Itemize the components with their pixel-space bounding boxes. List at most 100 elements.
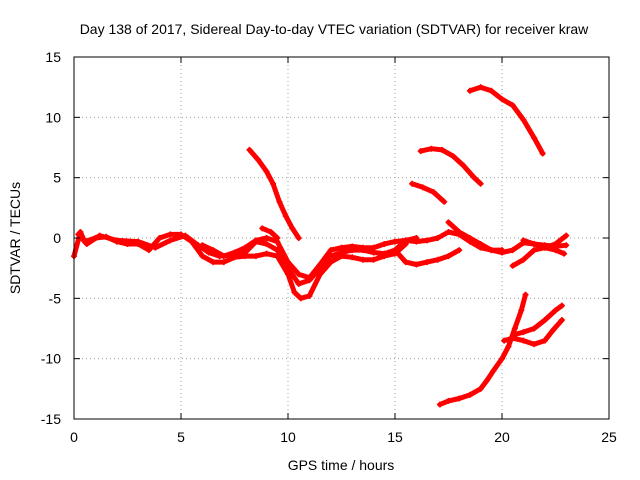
data-point — [338, 244, 345, 251]
data-point — [477, 385, 484, 392]
x-axis-title: GPS time / hours — [288, 457, 395, 473]
data-point — [295, 271, 302, 278]
data-point — [509, 335, 516, 342]
data-point — [439, 146, 446, 153]
data-point — [552, 241, 559, 248]
data-point — [295, 280, 302, 287]
series-arc-tail-3 — [520, 237, 568, 257]
data-point — [276, 198, 283, 205]
data-point — [471, 174, 478, 181]
data-point — [306, 274, 313, 281]
data-point — [552, 247, 559, 254]
data-point — [381, 250, 388, 257]
x-tick-label: 10 — [280, 429, 296, 445]
data-point — [263, 250, 270, 257]
data-point — [563, 232, 570, 239]
data-point — [441, 198, 448, 205]
data-point — [295, 235, 302, 241]
data-point — [477, 84, 484, 91]
data-point — [499, 96, 505, 103]
data-point — [424, 237, 431, 244]
data-point — [456, 395, 463, 402]
data-point — [509, 102, 516, 109]
series-layer — [71, 84, 570, 408]
series-line — [247, 147, 302, 241]
data-point — [135, 238, 142, 245]
data-point — [501, 337, 508, 344]
data-point — [520, 329, 527, 336]
data-point — [456, 247, 463, 254]
data-point — [531, 134, 538, 141]
data-point — [220, 253, 227, 260]
data-point — [518, 307, 525, 314]
data-point — [349, 243, 356, 250]
data-point — [255, 156, 262, 163]
data-point — [531, 247, 538, 254]
data-point — [424, 259, 431, 266]
data-point — [274, 235, 281, 241]
data-point — [370, 244, 377, 251]
data-point — [392, 247, 398, 254]
y-tick-label: 0 — [53, 230, 61, 246]
data-point — [550, 326, 557, 333]
series-arc-upper-1 — [409, 180, 448, 205]
data-point — [466, 235, 473, 241]
y-tick-label: 10 — [45, 109, 61, 125]
data-point — [259, 225, 266, 232]
data-point — [445, 397, 452, 404]
data-point — [522, 291, 529, 298]
series-arc-lower-2 — [436, 291, 529, 408]
y-tick-label: -15 — [41, 411, 61, 427]
data-point — [285, 259, 291, 266]
data-point — [392, 238, 398, 245]
data-point — [488, 87, 495, 94]
data-point — [113, 237, 120, 244]
series-line — [510, 233, 569, 269]
series-arc-lower-3 — [501, 317, 565, 348]
data-point — [531, 241, 538, 248]
data-point — [156, 235, 163, 241]
data-point — [541, 244, 548, 251]
data-point — [419, 184, 426, 191]
x-tick-label: 25 — [601, 429, 617, 445]
data-point — [152, 244, 159, 251]
data-point — [242, 244, 249, 251]
data-point — [246, 146, 253, 153]
data-point — [436, 401, 443, 408]
y-tick-label: 15 — [45, 49, 61, 65]
data-point — [267, 228, 274, 235]
data-point — [531, 341, 538, 348]
series-arc-upper-2 — [417, 145, 484, 187]
data-point — [199, 253, 206, 260]
data-point — [210, 247, 217, 254]
data-point — [317, 261, 324, 268]
data-point — [505, 343, 512, 350]
data-point — [430, 189, 437, 196]
data-point — [499, 355, 505, 362]
data-point — [445, 253, 452, 260]
data-point — [409, 180, 416, 187]
data-point — [327, 247, 334, 254]
data-point — [477, 180, 484, 187]
data-point — [428, 145, 435, 152]
data-point — [199, 242, 206, 249]
data-point — [434, 235, 441, 241]
y-tick-label: -5 — [49, 290, 62, 306]
x-tick-label: 5 — [177, 429, 185, 445]
data-point — [220, 259, 227, 266]
data-point — [520, 116, 527, 123]
data-point — [520, 237, 527, 244]
series-arc-upper-3 — [466, 84, 546, 157]
data-point — [252, 237, 259, 244]
data-point — [263, 168, 270, 175]
data-point — [413, 238, 420, 245]
x-tick-label: 15 — [387, 429, 403, 445]
data-point — [563, 242, 570, 249]
data-point — [417, 148, 424, 155]
data-point — [96, 232, 103, 239]
data-point — [370, 256, 377, 263]
data-point — [317, 271, 324, 278]
data-point — [167, 237, 174, 244]
data-point — [466, 391, 473, 398]
data-point — [282, 213, 289, 220]
